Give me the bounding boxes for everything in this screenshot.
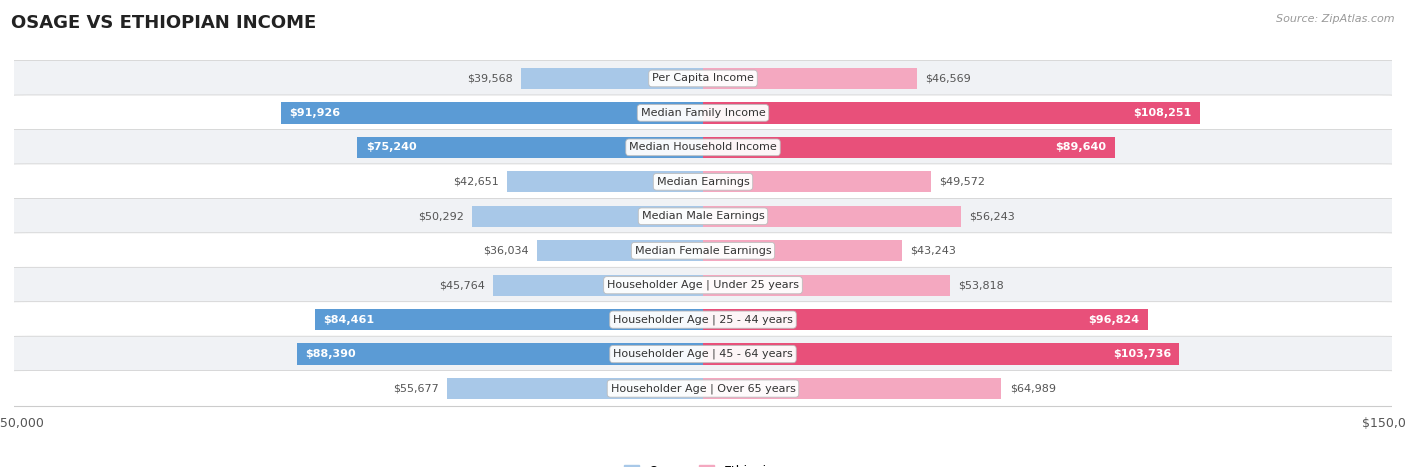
Bar (472, 205, 703, 227)
Text: Householder Age | 25 - 44 years: Householder Age | 25 - 44 years (613, 314, 793, 325)
Bar (703, 378, 1001, 399)
FancyBboxPatch shape (0, 302, 1406, 338)
FancyBboxPatch shape (0, 129, 1406, 165)
Bar (537, 240, 703, 262)
Text: Median Household Income: Median Household Income (628, 142, 778, 152)
Bar (703, 240, 901, 262)
Bar (357, 137, 703, 158)
FancyBboxPatch shape (0, 336, 1406, 372)
Text: $75,240: $75,240 (366, 142, 416, 152)
FancyBboxPatch shape (0, 95, 1406, 131)
Text: $108,251: $108,251 (1133, 108, 1192, 118)
Text: Median Female Earnings: Median Female Earnings (634, 246, 772, 256)
Text: $36,034: $36,034 (484, 246, 529, 256)
Text: Median Male Earnings: Median Male Earnings (641, 211, 765, 221)
FancyBboxPatch shape (0, 198, 1406, 234)
Text: $84,461: $84,461 (323, 315, 374, 325)
Bar (703, 102, 1201, 124)
Bar (508, 171, 703, 192)
Bar (281, 102, 703, 124)
Text: $56,243: $56,243 (970, 211, 1015, 221)
Bar (703, 275, 950, 296)
Text: Median Earnings: Median Earnings (657, 177, 749, 187)
Bar (447, 378, 703, 399)
Text: Householder Age | Under 25 years: Householder Age | Under 25 years (607, 280, 799, 290)
Text: $46,569: $46,569 (925, 73, 972, 84)
FancyBboxPatch shape (0, 267, 1406, 303)
Text: $64,989: $64,989 (1010, 383, 1056, 394)
Text: $55,677: $55,677 (394, 383, 439, 394)
FancyBboxPatch shape (0, 164, 1406, 200)
Text: $53,818: $53,818 (959, 280, 1004, 290)
Bar (703, 68, 917, 89)
Bar (703, 309, 1147, 330)
Text: Source: ZipAtlas.com: Source: ZipAtlas.com (1277, 14, 1395, 24)
Text: $50,292: $50,292 (418, 211, 464, 221)
Text: $91,926: $91,926 (290, 108, 340, 118)
Text: OSAGE VS ETHIOPIAN INCOME: OSAGE VS ETHIOPIAN INCOME (11, 14, 316, 32)
Text: $39,568: $39,568 (467, 73, 513, 84)
Text: $43,243: $43,243 (910, 246, 956, 256)
FancyBboxPatch shape (0, 61, 1406, 96)
Text: Householder Age | 45 - 64 years: Householder Age | 45 - 64 years (613, 349, 793, 359)
Bar (494, 275, 703, 296)
Bar (703, 171, 931, 192)
Bar (297, 343, 703, 365)
FancyBboxPatch shape (0, 233, 1406, 269)
Text: $45,764: $45,764 (439, 280, 485, 290)
Text: $89,640: $89,640 (1056, 142, 1107, 152)
Bar (522, 68, 703, 89)
Bar (315, 309, 703, 330)
Text: $96,824: $96,824 (1088, 315, 1139, 325)
Text: Per Capita Income: Per Capita Income (652, 73, 754, 84)
FancyBboxPatch shape (0, 371, 1406, 406)
Text: $88,390: $88,390 (305, 349, 356, 359)
Text: Median Family Income: Median Family Income (641, 108, 765, 118)
Bar (703, 205, 962, 227)
Text: $49,572: $49,572 (939, 177, 986, 187)
Bar (703, 343, 1180, 365)
Text: Householder Age | Over 65 years: Householder Age | Over 65 years (610, 383, 796, 394)
Text: $42,651: $42,651 (453, 177, 499, 187)
Bar (703, 137, 1115, 158)
Legend: Osage, Ethiopian: Osage, Ethiopian (619, 460, 787, 467)
Text: $103,736: $103,736 (1114, 349, 1171, 359)
